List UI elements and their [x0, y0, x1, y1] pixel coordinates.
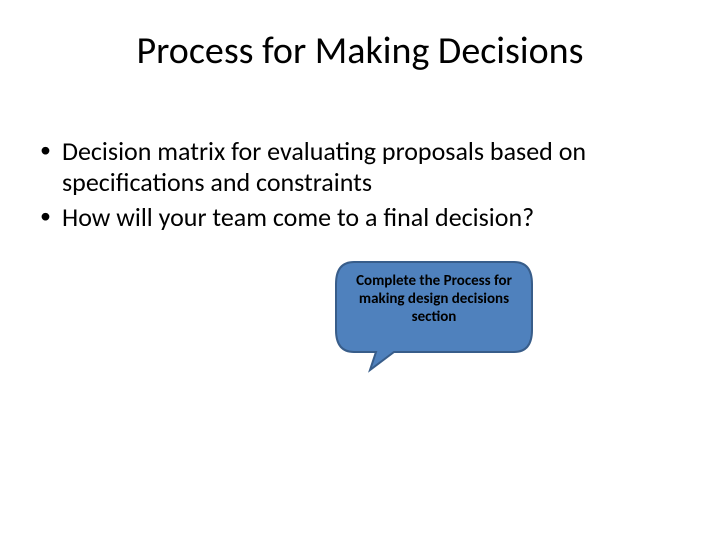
callout-text: Complete the Process for making design d…: [344, 272, 524, 326]
bullet-list: Decision matrix for evaluating proposals…: [32, 136, 680, 238]
callout: Complete the Process for making design d…: [334, 260, 534, 380]
slide: Process for Making Decisions Decision ma…: [0, 0, 720, 540]
bullet-item: How will your team come to a final decis…: [32, 202, 680, 233]
slide-title: Process for Making Decisions: [0, 28, 720, 74]
bullet-item: Decision matrix for evaluating proposals…: [32, 136, 680, 198]
